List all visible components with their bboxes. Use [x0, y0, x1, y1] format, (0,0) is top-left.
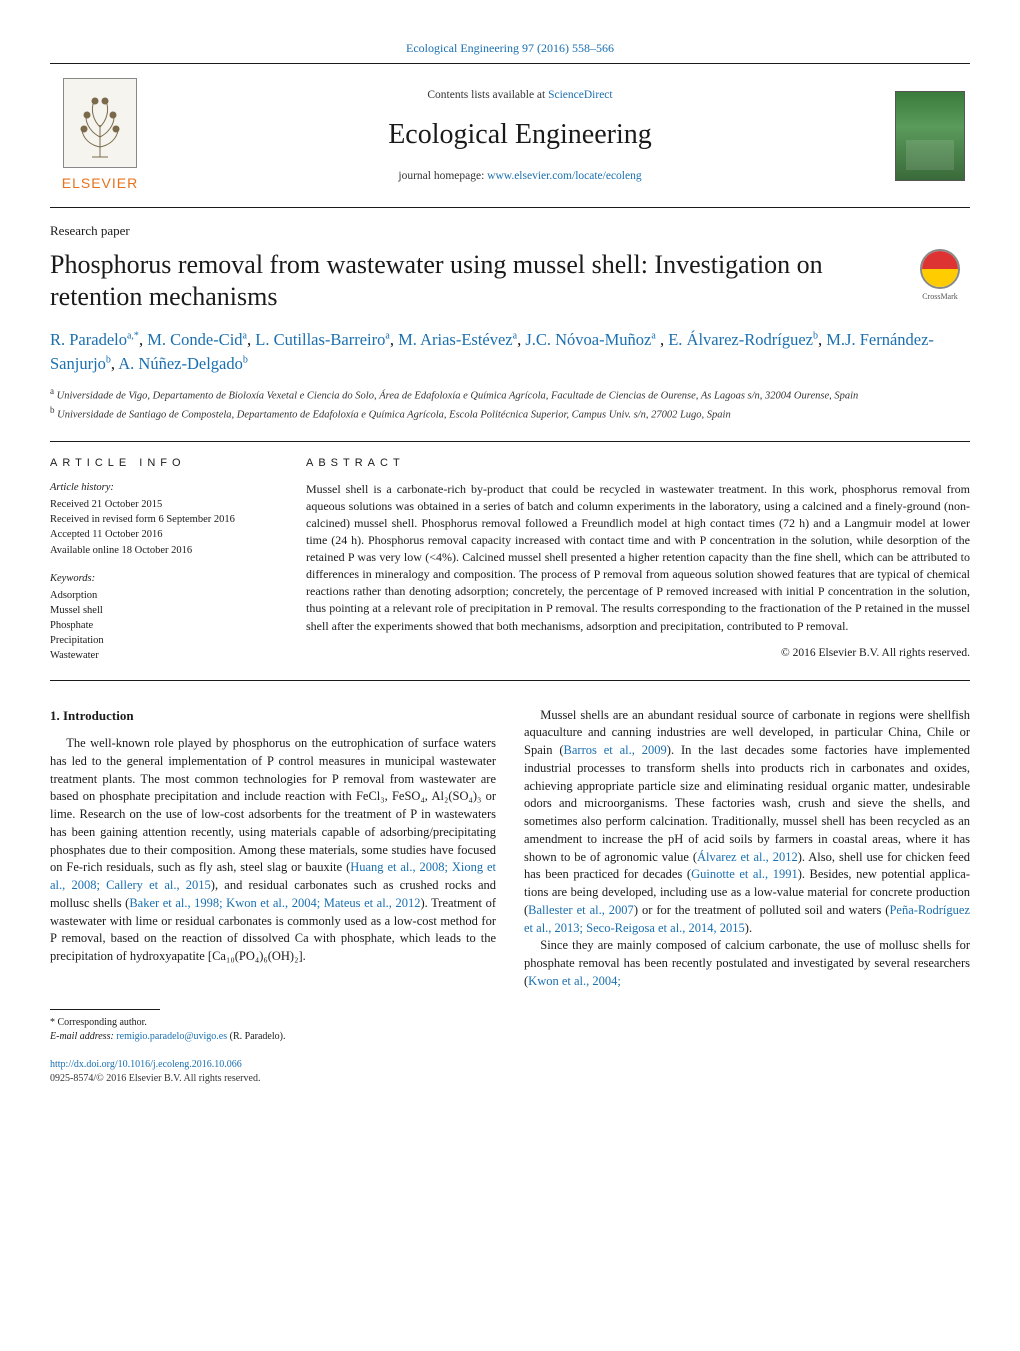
- body-paragraph: Since they are mainly composed of calciu…: [524, 937, 970, 990]
- article-info-heading: ARTICLE INFO: [50, 456, 270, 471]
- meta-row: ARTICLE INFO Article history: Received 2…: [50, 441, 970, 681]
- body-text: ).: [745, 921, 752, 935]
- author-link[interactable]: M. Conde-Cid: [147, 330, 242, 349]
- affiliation-a: Universidade de Vigo, Departamento de Bi…: [57, 391, 859, 402]
- keyword: Wastewater: [50, 648, 270, 663]
- keyword: Precipitation: [50, 633, 270, 648]
- author-affil-sup: a: [243, 330, 247, 341]
- affiliation-b: Universidade de Santiago de Compostela, …: [57, 410, 731, 421]
- citation-link[interactable]: Barros et al., 2009: [564, 743, 667, 757]
- history-item: Received 21 October 2015: [50, 497, 270, 512]
- citation-link[interactable]: Kwon et al., 2004;: [528, 974, 621, 988]
- author-affil-sup: b: [243, 354, 248, 365]
- email-suffix: (R. Paradelo).: [227, 1031, 285, 1042]
- abstract-heading: ABSTRACT: [306, 456, 970, 471]
- author-link[interactable]: J.C. Nóvoa-Muñoz: [525, 330, 651, 349]
- body-text: ). In the last decades some factories ha…: [524, 743, 970, 864]
- author-affil-sup: a,*: [127, 330, 139, 341]
- masthead-center: Contents lists available at ScienceDirec…: [150, 87, 890, 184]
- citation-link[interactable]: Ballester et al., 2007: [528, 903, 634, 917]
- footnote-block: * Corresponding author. E-mail address: …: [50, 1016, 970, 1044]
- email-label: E-mail address:: [50, 1031, 116, 1042]
- article-info: ARTICLE INFO Article history: Received 2…: [50, 456, 270, 664]
- masthead: ELSEVIER Contents lists available at Sci…: [50, 64, 970, 208]
- author-affil-sup: a: [385, 330, 389, 341]
- abstract-block: ABSTRACT Mussel shell is a carbonate-ric…: [306, 456, 970, 664]
- cover-thumb-block: [890, 91, 970, 181]
- author-link[interactable]: M. Arias-Estévez: [398, 330, 513, 349]
- journal-header-ref-link[interactable]: Ecological Engineering 97 (2016) 558–566: [406, 41, 614, 55]
- body-text: ) or for the treatment of polluted soil …: [634, 903, 890, 917]
- author-link[interactable]: L. Cutillas-Barreiro: [255, 330, 385, 349]
- paper-title: Phosphorus removal from wastewater using…: [50, 249, 890, 314]
- paper-type: Research paper: [50, 222, 970, 240]
- contents-prefix: Contents lists available at: [427, 89, 548, 101]
- contents-line: Contents lists available at ScienceDirec…: [150, 87, 890, 103]
- keywords-label: Keywords:: [50, 572, 270, 587]
- author-affil-sup: a: [651, 330, 655, 341]
- corresponding-label: * Corresponding author.: [50, 1016, 970, 1030]
- homepage-prefix: journal homepage:: [398, 170, 487, 182]
- history-item: Received in revised form 6 September 201…: [50, 512, 270, 527]
- history-item: Accepted 11 October 2016: [50, 527, 270, 542]
- footnote-rule: [50, 1009, 160, 1010]
- affiliations: a Universidade de Vigo, Departamento de …: [50, 385, 970, 422]
- keyword: Mussel shell: [50, 603, 270, 618]
- author-link[interactable]: R. Paradelo: [50, 330, 127, 349]
- corresponding-email-link[interactable]: remigio.paradelo@uvigo.es: [116, 1031, 227, 1042]
- citation-link[interactable]: Guinotte et al., 1991: [691, 867, 798, 881]
- author-link[interactable]: E. Álvarez-Rodríguez: [668, 330, 813, 349]
- keyword: Phosphate: [50, 618, 270, 633]
- author-affil-sup: a: [513, 330, 517, 341]
- crossmark-label: CrossMark: [922, 292, 958, 301]
- body-columns: 1. Introduction The well-known role play…: [50, 707, 970, 991]
- doi-block: http://dx.doi.org/10.1016/j.ecoleng.2016…: [50, 1058, 970, 1086]
- citation-link[interactable]: Álvarez et al., 2012: [697, 850, 798, 864]
- publisher-block: ELSEVIER: [50, 78, 150, 194]
- history-label: Article history:: [50, 481, 270, 496]
- issn-copyright: 0925-8574/© 2016 Elsevier B.V. All right…: [50, 1072, 970, 1086]
- citation-link[interactable]: Baker et al., 1998; Kwon et al., 2004; M…: [129, 896, 420, 910]
- author-list: R. Paradeloa,*, M. Conde-Cida, L. Cutill…: [50, 328, 970, 376]
- body-paragraph: Mussel shells are an abundant residual s…: [524, 707, 970, 938]
- homepage-line: journal homepage: www.elsevier.com/locat…: [150, 168, 890, 184]
- abstract-text: Mussel shell is a carbonate-rich by-prod…: [306, 481, 970, 634]
- author-affil-sup: b: [106, 354, 111, 365]
- rule-under-masthead: [50, 207, 970, 208]
- homepage-link[interactable]: www.elsevier.com/locate/ecoleng: [487, 170, 641, 182]
- crossmark-badge[interactable]: CrossMark: [910, 249, 970, 302]
- history-item: Available online 18 October 2016: [50, 543, 270, 558]
- author-affil-sup: b: [813, 330, 818, 341]
- author-link[interactable]: A. Núñez-Delgado: [118, 354, 243, 373]
- body-paragraph: The well-known role played by phosphorus…: [50, 735, 496, 966]
- keyword: Adsorption: [50, 588, 270, 603]
- crossmark-icon: [920, 249, 960, 289]
- section-heading-intro: 1. Introduction: [50, 707, 496, 725]
- doi-link[interactable]: http://dx.doi.org/10.1016/j.ecoleng.2016…: [50, 1059, 242, 1070]
- journal-name: Ecological Engineering: [150, 115, 890, 154]
- publisher-name: ELSEVIER: [62, 174, 138, 194]
- body-text: based on the reaction of dissolved Ca wi…: [50, 931, 496, 963]
- elsevier-tree-icon: [63, 78, 137, 168]
- abstract-copyright: © 2016 Elsevier B.V. All rights reserved…: [306, 645, 970, 661]
- sciencedirect-link[interactable]: ScienceDirect: [548, 89, 613, 101]
- journal-cover-icon: [895, 91, 965, 181]
- journal-header-ref: Ecological Engineering 97 (2016) 558–566: [50, 40, 970, 57]
- body-text: The well-known role played by phosphorus…: [50, 736, 496, 874]
